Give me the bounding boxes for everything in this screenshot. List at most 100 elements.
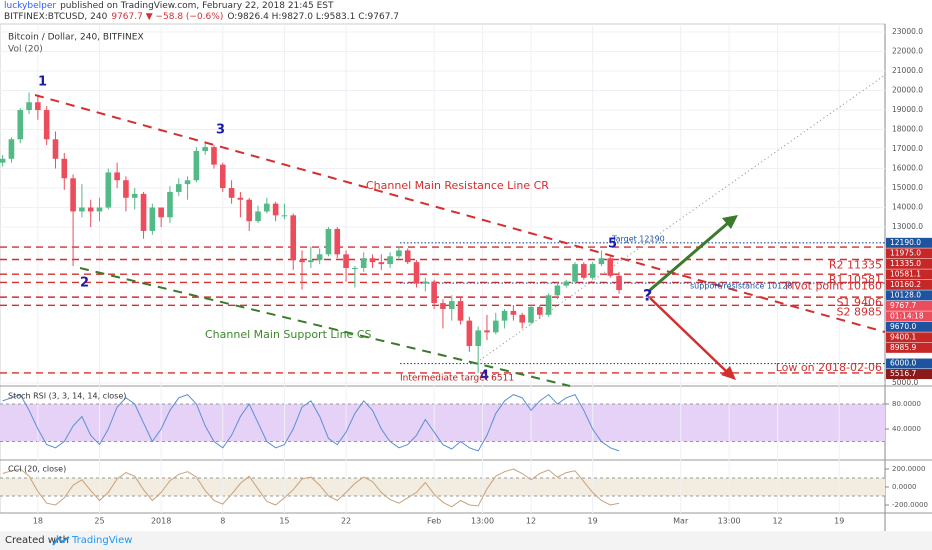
candle-body [325, 228, 332, 255]
price-label-bg [886, 332, 932, 343]
candle-body [272, 203, 279, 216]
price-label: 5516.7 [890, 369, 916, 378]
annotation: 1 [38, 75, 47, 90]
candle-body [457, 301, 464, 321]
price-label-bg [886, 258, 932, 269]
candle-body [387, 256, 393, 265]
candle-body [519, 314, 525, 323]
candle-body [537, 306, 543, 315]
publisher[interactable]: luckybelper [4, 1, 57, 11]
candle-body [581, 264, 587, 278]
drawings [34, 74, 886, 387]
x-tick-label: 19 [588, 517, 598, 526]
price-label: 10581.1 [890, 269, 921, 278]
price-label: 6000.0 [890, 359, 916, 368]
x-tick-label: 22 [341, 517, 351, 526]
ohlc: O:9826.4 H:9827.0 L:9583.1 C:9767.7 [227, 12, 400, 22]
created-with: Created with [5, 535, 69, 546]
candle-body [352, 267, 358, 269]
y-tick-label: 20000.0 [892, 86, 923, 95]
y-tick-label: 18000.0 [892, 125, 923, 134]
candle-body [8, 139, 15, 159]
candle-body [572, 264, 578, 282]
candle-body [369, 258, 376, 263]
candle-body [607, 258, 614, 276]
level-label: R1 10581 [829, 273, 882, 286]
y-tick-label: 80.0000 [892, 400, 921, 408]
y-tick-label: 17000.0 [892, 144, 923, 153]
candle-body [17, 110, 24, 140]
cci-title: CCI (20, close) [8, 465, 66, 474]
candle-body [149, 207, 156, 231]
band [0, 404, 885, 442]
candle-body [105, 172, 112, 208]
level-label: Low on 2018-02-06 [776, 361, 882, 374]
x-tick-label: 2018 [151, 517, 171, 526]
y-tick-label: -200.0000 [892, 501, 928, 509]
candle-body [378, 262, 385, 265]
level-label: Pivot point 10160 [785, 279, 882, 292]
candle-body [616, 275, 622, 291]
up-arrow-head [722, 215, 738, 229]
y-tick-label: 14000.0 [892, 203, 923, 212]
candle-body [26, 102, 32, 111]
brand[interactable]: TradingView [72, 535, 133, 546]
y-tick-label: 15000.0 [892, 183, 923, 192]
candle-body [484, 330, 490, 333]
price-label: 9767.7 [890, 301, 916, 310]
candle-body [413, 262, 420, 284]
countdown: 01:14:18 [890, 311, 924, 320]
candle-body [396, 250, 402, 257]
x-tick-label: 15 [279, 517, 289, 526]
annotation: Channel Main Support Line CS [205, 328, 371, 341]
main-title: Bitcoin / Dollar, 240, BITFINEX [8, 33, 144, 43]
candle-body [589, 264, 596, 278]
candle-body [123, 180, 129, 198]
symbol: BITFINEX:BTCUSD, 240 [4, 12, 108, 22]
annotation: 3 [216, 123, 225, 138]
candle-body [228, 188, 235, 198]
candle-body [140, 193, 147, 231]
price-label: 12190.0 [890, 238, 921, 247]
candle-body [211, 147, 217, 165]
price-label-bg [886, 279, 932, 290]
y-tick-label: 21000.0 [892, 66, 923, 75]
header: luckybelper published on TradingView.com,… [4, 1, 403, 23]
candle-body [43, 110, 50, 140]
price-label: 11335.0 [890, 259, 921, 268]
candle-body [0, 158, 6, 163]
candle-body [281, 215, 288, 217]
candle-body [52, 139, 59, 159]
y-tick-label: 13000.0 [892, 222, 923, 231]
candle-body [219, 164, 226, 189]
candle-body [290, 215, 297, 261]
y-tick-label: 22000.0 [892, 47, 923, 56]
level-label: Target 12190 [611, 234, 665, 243]
candle-body [554, 285, 561, 296]
candle-body [492, 320, 499, 333]
x-tick-label: 18 [33, 517, 43, 526]
candle-body [404, 250, 411, 263]
price-label-bg [886, 248, 932, 259]
candle-body [175, 184, 182, 192]
y-tick-label: 23000.0 [892, 27, 923, 36]
candle-body [167, 191, 173, 218]
candle-body [448, 301, 455, 309]
candle-body [114, 172, 120, 181]
candle-body [545, 295, 552, 315]
candle-body [563, 281, 570, 286]
x-tick-label: 12 [772, 517, 782, 526]
x-tick-label: Mar [673, 517, 689, 526]
candle-body [193, 150, 200, 181]
price-label-bg [886, 358, 932, 369]
candle-body [184, 180, 191, 185]
candle-body [598, 258, 605, 265]
level-label: R2 11335 [829, 259, 882, 272]
change: 9767.7 ▼ −58.8 (−0.6%) [111, 12, 224, 22]
candle-body [35, 102, 41, 111]
candle-body [475, 330, 481, 346]
price-label: 9400.1 [890, 332, 916, 341]
price-label-bg [886, 290, 932, 301]
candle-body [131, 193, 138, 198]
price-label: 8985.9 [890, 343, 916, 352]
